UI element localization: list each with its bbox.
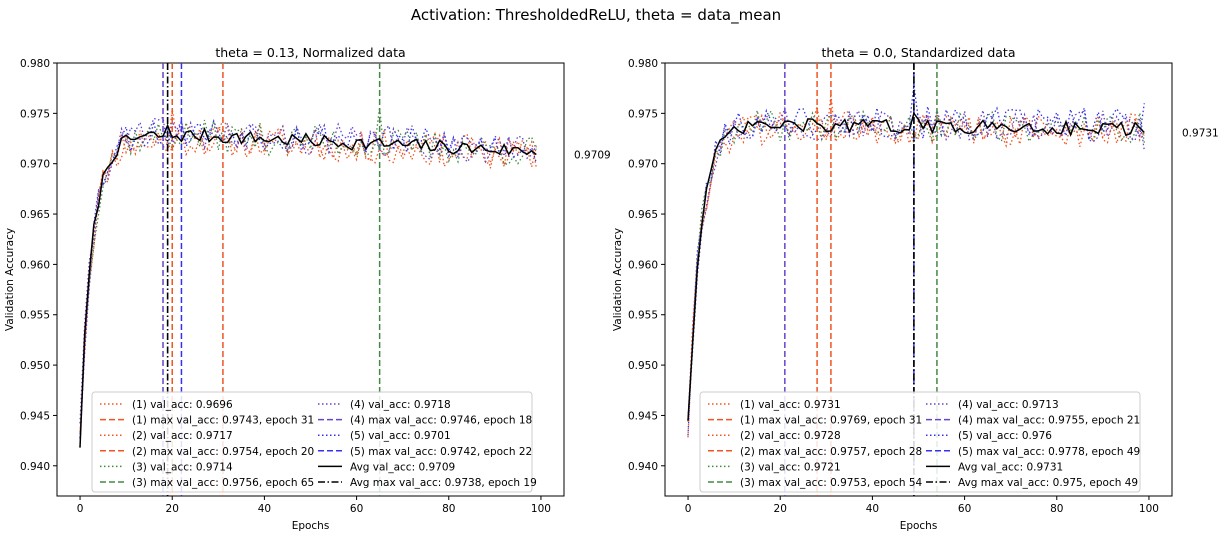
x-tick-label: 40 <box>258 503 271 515</box>
series-3-line <box>79 107 537 439</box>
y-tick-label: 0.965 <box>628 209 658 221</box>
series-5-line <box>79 119 537 438</box>
x-tick-label: 100 <box>1139 503 1159 515</box>
y-tick-label: 0.950 <box>20 360 50 372</box>
x-tick-label: 20 <box>166 503 179 515</box>
legend-entry: (2) max val_acc: 0.9757, epoch 28 <box>740 446 922 458</box>
legend-entry: (4) val_acc: 0.9713 <box>958 399 1059 411</box>
y-tick-label: 0.940 <box>20 461 50 473</box>
legend-entry: Avg max val_acc: 0.975, epoch 49 <box>958 477 1138 489</box>
legend-entry: (4) max val_acc: 0.9746, epoch 18 <box>350 415 532 427</box>
x-tick-label: 60 <box>350 503 363 515</box>
legend-entry: (4) val_acc: 0.9718 <box>350 399 451 411</box>
plot-frame <box>56 62 565 497</box>
legend-entry: (5) val_acc: 0.976 <box>958 430 1052 442</box>
y-tick-label: 0.945 <box>628 410 658 422</box>
legend-entry: (5) val_acc: 0.9701 <box>350 430 451 442</box>
x-tick-label: 60 <box>958 503 971 515</box>
x-tick-label: 100 <box>531 503 551 515</box>
legend-entry: (5) max val_acc: 0.9778, epoch 49 <box>958 446 1140 458</box>
plot-frame <box>664 62 1173 497</box>
y-tick-label: 0.965 <box>20 209 50 221</box>
legend-entry: (3) val_acc: 0.9721 <box>740 461 841 473</box>
x-tick-label: 20 <box>774 503 787 515</box>
legend-entry: (1) val_acc: 0.9696 <box>132 399 233 411</box>
y-tick-label: 0.980 <box>628 58 658 70</box>
avg-final-label: 0.9709 <box>574 150 611 162</box>
y-tick-label: 0.975 <box>628 108 658 120</box>
x-axis-label: Epochs <box>900 520 938 532</box>
legend-entry: (3) max val_acc: 0.9753, epoch 54 <box>740 477 923 489</box>
legend: (1) val_acc: 0.9731 (1) max val_acc: 0.97… <box>699 391 1141 493</box>
legend-entry: Avg val_acc: 0.9731 <box>958 461 1063 473</box>
figure-title: Activation: ThresholdedReLU, theta = dat… <box>411 6 781 25</box>
x-axis-label: Epochs <box>292 520 330 532</box>
series-4-line <box>687 106 1145 421</box>
y-tick-label: 0.975 <box>20 108 50 120</box>
legend-entry: (3) max val_acc: 0.9756, epoch 65 <box>132 477 314 489</box>
legend: (1) val_acc: 0.9696 (1) max val_acc: 0.97… <box>91 391 537 493</box>
legend-entry: (3) val_acc: 0.9714 <box>132 461 233 473</box>
y-tick-label: 0.955 <box>628 310 658 322</box>
right-chart-panel: theta = 0.0, Standardized data 0 20 40 60 80 1… <box>612 45 1219 532</box>
x-tick-label: 40 <box>866 503 879 515</box>
y-tick-label: 0.945 <box>20 410 50 422</box>
chart-title: theta = 0.13, Normalized data <box>215 45 405 60</box>
legend-entry: (1) max val_acc: 0.9743, epoch 31 <box>132 415 314 427</box>
y-tick-label: 0.960 <box>20 259 50 271</box>
series-5-line <box>687 85 1145 436</box>
y-tick-label: 0.940 <box>628 461 658 473</box>
y-tick-label: 0.980 <box>20 58 50 70</box>
y-tick-label: 0.970 <box>628 159 658 171</box>
y-tick-label: 0.970 <box>20 159 50 171</box>
x-tick-label: 0 <box>77 503 84 515</box>
series-1-line <box>79 119 537 433</box>
y-axis-label: Validation Accuracy <box>612 228 624 331</box>
legend-entry: (2) val_acc: 0.9717 <box>132 430 233 442</box>
chart-title: theta = 0.0, Standardized data <box>822 45 1016 60</box>
legend-entry: Avg val_acc: 0.9709 <box>350 461 455 473</box>
x-tick-label: 0 <box>685 503 692 515</box>
legend-box <box>699 391 1141 493</box>
legend-entry: (1) val_acc: 0.9731 <box>740 399 841 411</box>
x-tick-label: 80 <box>442 503 455 515</box>
x-tick-label: 80 <box>1050 503 1063 515</box>
series-4-line <box>79 116 537 424</box>
series-2-line <box>687 106 1145 422</box>
avg-line <box>687 111 1145 421</box>
y-tick-label: 0.960 <box>628 259 658 271</box>
series-3-line <box>687 109 1145 421</box>
avg-final-label: 0.9731 <box>1182 127 1219 139</box>
legend-entry: (2) max val_acc: 0.9754, epoch 20 <box>132 446 314 458</box>
legend-box <box>91 391 533 493</box>
series-1-line <box>687 94 1145 438</box>
legend-entry: Avg max val_acc: 0.9738, epoch 19 <box>350 477 537 489</box>
y-tick-label: 0.955 <box>20 310 50 322</box>
y-axis-label: Validation Accuracy <box>4 228 16 331</box>
legend-entry: (4) max val_acc: 0.9755, epoch 21 <box>958 415 1140 427</box>
legend-entry: (5) max val_acc: 0.9742, epoch 22 <box>350 446 532 458</box>
legend-entry: (2) val_acc: 0.9728 <box>740 430 841 442</box>
avg-line <box>79 123 537 448</box>
y-tick-label: 0.950 <box>628 360 658 372</box>
legend-entry: (1) max val_acc: 0.9769, epoch 31 <box>740 415 922 427</box>
left-chart-panel: theta = 0.13, Normalized data 0 20 40 60 80 10… <box>4 45 611 532</box>
